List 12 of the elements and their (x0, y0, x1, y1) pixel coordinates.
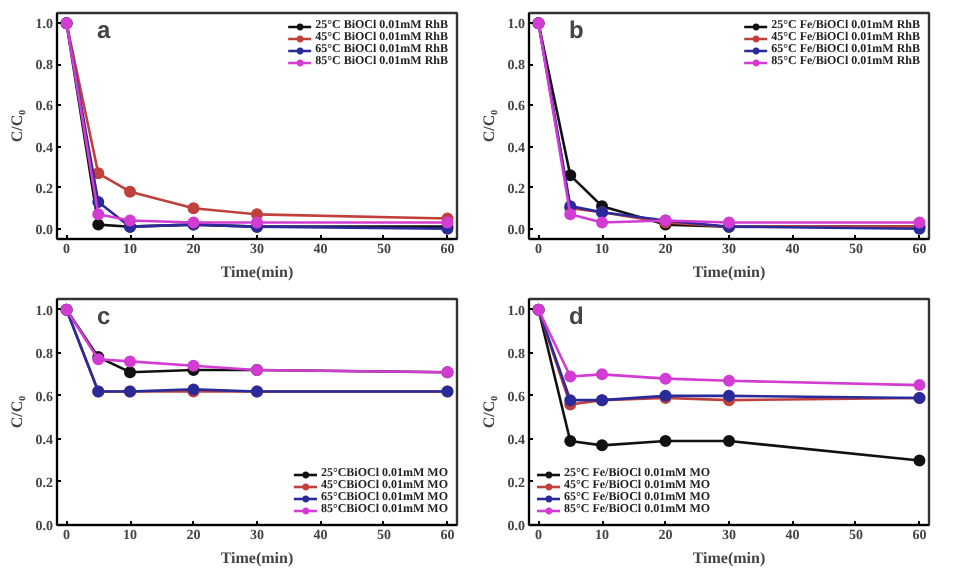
annotation: b (569, 16, 584, 45)
x-axis-title: Time(min) (692, 549, 766, 567)
y-axis-title: C/C₀ (7, 394, 26, 429)
x-axis-title: Time(min) (220, 549, 294, 567)
y-axis-title: C/C₀ (479, 394, 498, 429)
annotation: a (97, 16, 111, 45)
annotation: d (569, 302, 584, 331)
y-axis-title: C/C₀ (479, 108, 498, 143)
annotation: c (97, 302, 111, 331)
x-axis-title: Time(min) (692, 263, 766, 281)
y-axis-title: C/C₀ (7, 108, 26, 143)
x-axis-title: Time(min) (220, 263, 294, 281)
